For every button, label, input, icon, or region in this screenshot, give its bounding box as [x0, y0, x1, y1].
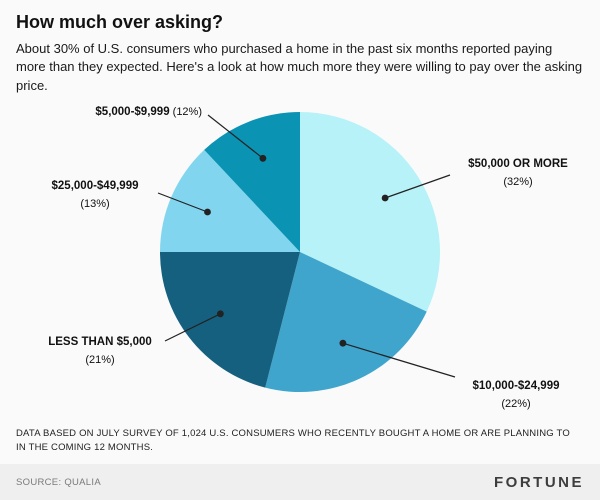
slice-callout-label: $10,000-$24,999 (22%) [473, 380, 560, 410]
chart-header: How much over asking? About 30% of U.S. … [0, 0, 600, 95]
footer-bar: SOURCE: QUALIA FORTUNE [0, 464, 600, 500]
pie-slice [204, 112, 300, 253]
page-title: How much over asking? [16, 12, 224, 32]
callout-line [157, 192, 208, 213]
callout-dot [217, 310, 224, 318]
pie-slice [160, 252, 300, 388]
pie-chart: $50,000 OR MORE (32%) $10,000-$24,999 (22%)… [0, 95, 600, 425]
callout-line [384, 174, 451, 199]
chart-subtitle: About 30% of U.S. consumers who purchase… [16, 41, 583, 93]
slice-callout-label: $50,000 OR MORE (32%) [468, 158, 568, 188]
callout-dot [259, 155, 267, 163]
pie-slice [160, 150, 300, 253]
callout-dot [204, 208, 211, 216]
pie-slice [265, 252, 427, 393]
fortune-logo: FORTUNE [494, 473, 584, 491]
callout-line [342, 342, 456, 378]
callout-dot [339, 340, 347, 347]
slice-callout-label: $25,000-$49,999 (13%) [52, 180, 139, 210]
chart-footnote: DATA BASED ON JULY SURVEY OF 1,024 U.S. … [16, 428, 570, 453]
callout-line [164, 313, 221, 342]
pie-slice [300, 112, 441, 312]
source-credit: SOURCE: QUALIA [16, 476, 101, 488]
callout-line [207, 114, 264, 160]
pie-chart-svg: $50,000 OR MORE (32%) $10,000-$24,999 (22%)… [48, 106, 568, 410]
slice-callout-label: LESS THAN $5,000 (21%) [48, 336, 152, 366]
slice-callout-label: $5,000-$9,999 (12%) [95, 106, 202, 118]
callout-dot [381, 194, 389, 202]
